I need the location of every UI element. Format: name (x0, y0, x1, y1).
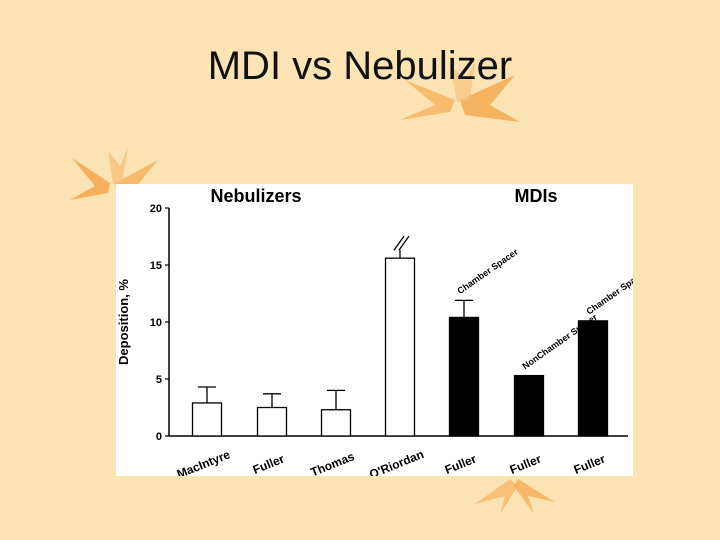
chart-axes: 0 5 10 15 20 Deposition, % (116, 203, 628, 443)
x-tick-label: Fuller (443, 452, 479, 476)
bar-annotation: Chamber Spacer (455, 246, 520, 296)
x-tick-label: MacIntyre (175, 447, 232, 476)
slide-title: MDI vs Nebulizer (207, 44, 513, 88)
bar (256, 406, 288, 437)
y-tick-label: 20 (150, 203, 162, 215)
x-tick-label: Fuller (251, 452, 287, 476)
bar (384, 257, 416, 437)
axis-break-mark (393, 235, 405, 251)
group-label: Nebulizers (210, 186, 301, 206)
x-tick-label: Thomas (309, 449, 357, 476)
x-tick-label: Fuller (508, 452, 544, 476)
leaf-decoration-bottom (475, 479, 555, 514)
y-tick-label: 15 (150, 260, 162, 272)
bar (191, 402, 223, 437)
bar (577, 320, 609, 437)
x-tick-label: Fuller (572, 452, 608, 476)
x-tick-label: O'Riordan (367, 447, 426, 476)
leaf-decoration-top (400, 62, 520, 122)
bar (448, 316, 480, 437)
bar-annotation: Chamber Spacer (584, 267, 633, 317)
y-axis-label: Deposition, % (116, 279, 131, 365)
chart-bars (191, 235, 609, 437)
y-tick-label: 0 (156, 431, 162, 443)
y-tick-label: 5 (156, 374, 162, 386)
deposition-bar-chart: 0 5 10 15 20 Deposition, % Nebulizers MDIs MacI… (116, 186, 633, 476)
y-tick-label: 10 (150, 317, 162, 329)
chart-panel: 0 5 10 15 20 Deposition, % Nebulizers MDIs MacI… (116, 184, 633, 476)
bar (320, 409, 352, 437)
axis-break-mark (398, 235, 410, 251)
group-label: MDIs (514, 186, 557, 206)
bar (513, 374, 545, 437)
